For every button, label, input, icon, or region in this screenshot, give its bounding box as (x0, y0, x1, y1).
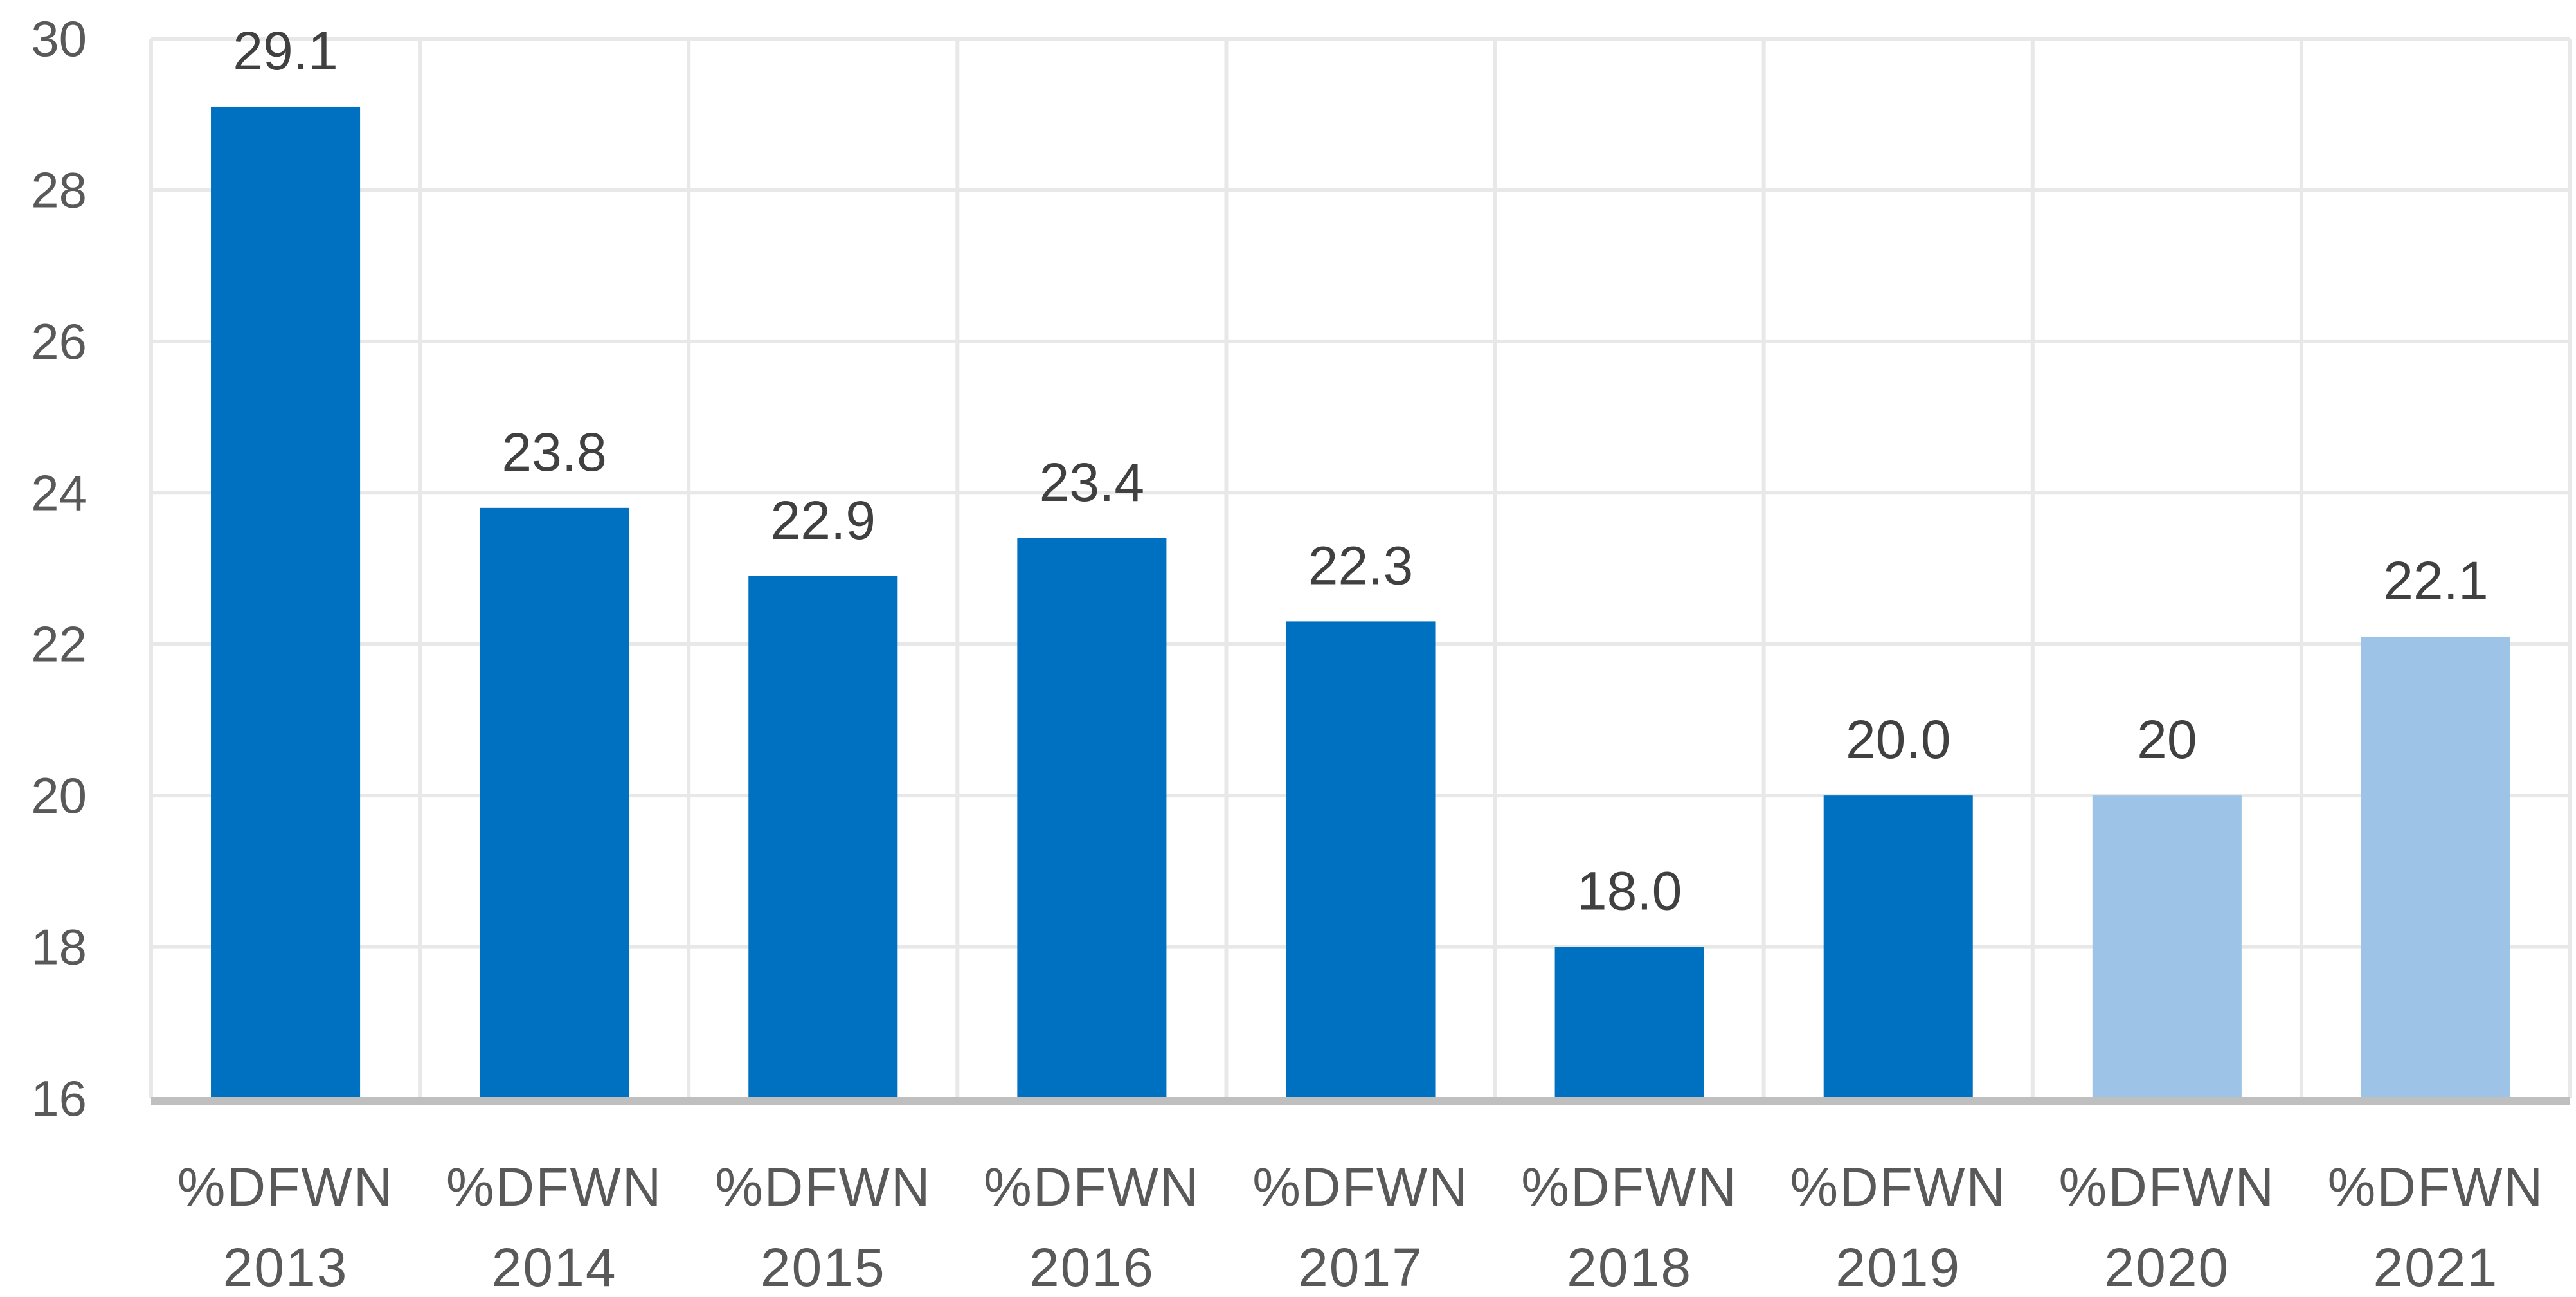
data-label: 23.4 (1040, 452, 1145, 512)
data-label: 22.9 (771, 490, 876, 550)
x-tick-label: %DFWN (984, 1157, 1200, 1217)
x-tick-label: %DFWN (715, 1157, 932, 1217)
x-tick-label: 2017 (1298, 1237, 1423, 1297)
data-label: 20 (2137, 709, 2197, 770)
x-tick-label: 2015 (761, 1237, 886, 1297)
data-label: 20.0 (1846, 709, 1951, 770)
x-tick-label: 2018 (1567, 1237, 1692, 1297)
x-tick-label: %DFWN (177, 1157, 394, 1217)
y-tick-label: 16 (31, 1070, 87, 1127)
x-tick-label: 2016 (1029, 1237, 1155, 1297)
bar (1554, 947, 1704, 1098)
y-tick-label: 20 (31, 767, 87, 824)
data-labels: 29.1 23.8 22.9 23.4 22.3 18.0 20.0 20 22.1 (233, 21, 2488, 921)
axes: 16 18 20 22 24 26 28 30 %DFWN 2013 %DFWN 2014 %DFWN 2… (31, 10, 2570, 1297)
bar (211, 106, 361, 1098)
x-tick-label: %DFWN (2328, 1157, 2544, 1217)
x-tick-label: 2019 (1835, 1237, 1961, 1297)
data-label: 18.0 (1577, 861, 1682, 921)
bar (2361, 636, 2510, 1098)
x-tick-label: 2013 (223, 1237, 348, 1297)
y-tick-label: 24 (31, 464, 87, 521)
x-tick-label: %DFWN (2059, 1157, 2276, 1217)
x-tick-label: %DFWN (1521, 1157, 1738, 1217)
x-tick-label: 2021 (2373, 1237, 2499, 1297)
data-label: 29.1 (233, 21, 338, 81)
x-tick-label: %DFWN (1252, 1157, 1469, 1217)
bar (480, 507, 629, 1098)
bars (211, 106, 2510, 1098)
data-label: 23.8 (501, 422, 607, 482)
y-tick-label: 28 (31, 161, 87, 218)
x-tick-label: %DFWN (1790, 1157, 2006, 1217)
bar (2092, 795, 2242, 1098)
x-tick-label: 2014 (492, 1237, 617, 1297)
bar (1017, 538, 1167, 1098)
bar (1823, 795, 1973, 1098)
y-tick-label: 26 (31, 313, 87, 370)
y-tick-label: 22 (31, 616, 87, 673)
bar (1286, 621, 1436, 1098)
data-label: 22.1 (2383, 550, 2489, 611)
x-tick-label: 2020 (2104, 1237, 2229, 1297)
x-tick-label: %DFWN (446, 1157, 663, 1217)
y-tick-label: 30 (31, 10, 87, 67)
y-tick-label: 18 (31, 919, 87, 975)
data-label: 22.3 (1308, 535, 1414, 595)
bar (748, 576, 898, 1098)
